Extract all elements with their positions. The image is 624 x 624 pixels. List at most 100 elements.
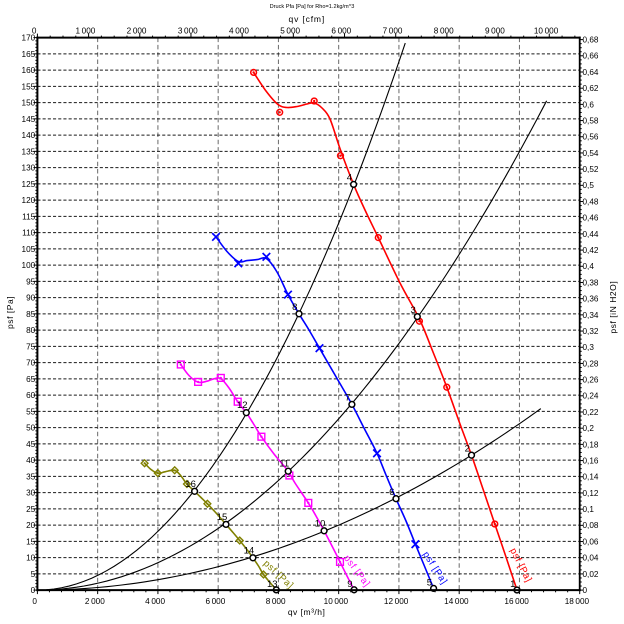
svg-text:16: 16 — [185, 479, 196, 490]
svg-text:115: 115 — [22, 212, 35, 221]
svg-text:135: 135 — [22, 147, 36, 156]
svg-text:80: 80 — [26, 326, 36, 335]
svg-text:qv [m³/h]: qv [m³/h] — [288, 607, 326, 617]
svg-text:0,12: 0,12 — [583, 489, 599, 498]
svg-text:0,14: 0,14 — [583, 473, 599, 482]
svg-text:9 000: 9 000 — [485, 27, 505, 36]
svg-text:55: 55 — [26, 407, 36, 416]
svg-text:Druck Pfa [Pa] for Rho=1.2kg/m: Druck Pfa [Pa] for Rho=1.2kg/m^3 — [270, 4, 355, 10]
svg-text:6 000: 6 000 — [331, 27, 351, 36]
svg-text:0,48: 0,48 — [583, 197, 599, 206]
svg-text:20: 20 — [26, 521, 36, 530]
svg-text:0,18: 0,18 — [583, 440, 599, 449]
svg-text:3: 3 — [410, 305, 415, 316]
svg-text:0,06: 0,06 — [583, 537, 599, 546]
svg-text:10: 10 — [26, 554, 36, 563]
svg-text:0,2: 0,2 — [583, 424, 595, 433]
svg-text:0: 0 — [31, 586, 36, 595]
svg-text:4 000: 4 000 — [145, 597, 165, 606]
svg-text:65: 65 — [26, 375, 36, 384]
svg-text:0,3: 0,3 — [583, 343, 595, 352]
svg-text:4: 4 — [347, 173, 352, 184]
svg-text:qv [cfm]: qv [cfm] — [289, 14, 326, 24]
svg-text:8 000: 8 000 — [434, 27, 454, 36]
svg-text:0,38: 0,38 — [583, 278, 599, 287]
svg-text:0,1: 0,1 — [583, 505, 595, 514]
svg-text:10 000: 10 000 — [324, 597, 349, 606]
svg-text:0,16: 0,16 — [583, 456, 599, 465]
svg-text:0,44: 0,44 — [583, 230, 599, 239]
svg-text:10: 10 — [315, 518, 326, 529]
svg-text:25: 25 — [26, 505, 36, 514]
svg-text:0,5: 0,5 — [583, 181, 595, 190]
svg-text:170: 170 — [22, 34, 36, 43]
svg-text:40: 40 — [26, 456, 36, 465]
svg-text:60: 60 — [26, 391, 36, 400]
svg-text:psf [Pa]: psf [Pa] — [5, 296, 15, 329]
svg-text:0,56: 0,56 — [583, 133, 599, 142]
svg-text:90: 90 — [26, 294, 36, 303]
svg-text:30: 30 — [26, 489, 36, 498]
svg-text:0,42: 0,42 — [583, 246, 599, 255]
svg-text:5: 5 — [31, 570, 36, 579]
svg-text:130: 130 — [22, 164, 36, 173]
svg-text:14: 14 — [244, 545, 255, 556]
svg-text:4 000: 4 000 — [229, 27, 249, 36]
svg-text:0,66: 0,66 — [583, 52, 599, 61]
svg-text:0,28: 0,28 — [583, 359, 599, 368]
svg-text:7: 7 — [345, 393, 350, 404]
svg-text:165: 165 — [22, 50, 36, 59]
svg-text:10 000: 10 000 — [534, 27, 559, 36]
svg-text:5 000: 5 000 — [280, 27, 300, 36]
svg-text:9: 9 — [347, 579, 352, 590]
svg-text:8 000: 8 000 — [266, 597, 286, 606]
svg-text:110: 110 — [22, 229, 35, 238]
svg-text:0,04: 0,04 — [583, 554, 599, 563]
svg-text:100: 100 — [22, 261, 36, 270]
svg-text:0,58: 0,58 — [583, 116, 599, 125]
svg-text:160: 160 — [22, 66, 36, 75]
svg-text:0,6: 0,6 — [583, 100, 595, 109]
svg-text:14 000: 14 000 — [444, 597, 469, 606]
svg-text:13: 13 — [267, 579, 278, 590]
svg-text:1: 1 — [510, 579, 515, 590]
svg-text:0,02: 0,02 — [583, 570, 599, 579]
svg-text:45: 45 — [26, 440, 36, 449]
svg-text:0,26: 0,26 — [583, 376, 599, 385]
svg-text:6: 6 — [389, 487, 394, 498]
svg-text:7 000: 7 000 — [383, 27, 403, 36]
svg-text:0,52: 0,52 — [583, 165, 599, 174]
svg-text:1 000: 1 000 — [75, 27, 95, 36]
svg-text:0,54: 0,54 — [583, 149, 599, 158]
svg-text:2 000: 2 000 — [85, 597, 105, 606]
svg-text:0,62: 0,62 — [583, 84, 599, 93]
svg-text:8: 8 — [292, 302, 297, 313]
svg-text:15: 15 — [217, 512, 228, 523]
svg-text:12: 12 — [237, 400, 248, 411]
svg-text:0,46: 0,46 — [583, 214, 599, 223]
svg-text:0,08: 0,08 — [583, 521, 599, 530]
svg-text:85: 85 — [26, 310, 36, 319]
svg-text:2 000: 2 000 — [127, 27, 147, 36]
svg-text:0,24: 0,24 — [583, 392, 599, 401]
svg-text:125: 125 — [22, 180, 36, 189]
svg-text:140: 140 — [22, 131, 36, 140]
svg-text:11: 11 — [279, 459, 289, 470]
svg-text:0,34: 0,34 — [583, 311, 599, 320]
svg-text:18 000: 18 000 — [565, 597, 590, 606]
svg-text:2: 2 — [465, 443, 470, 454]
svg-text:0,22: 0,22 — [583, 408, 599, 417]
svg-text:3 000: 3 000 — [178, 27, 198, 36]
svg-text:0,36: 0,36 — [583, 295, 599, 304]
svg-text:155: 155 — [22, 82, 36, 91]
svg-text:0: 0 — [583, 586, 588, 595]
svg-text:50: 50 — [26, 424, 36, 433]
svg-text:35: 35 — [26, 472, 36, 481]
svg-text:70: 70 — [26, 359, 36, 368]
svg-text:5: 5 — [427, 577, 432, 588]
svg-text:75: 75 — [26, 342, 36, 351]
svg-text:psf [iN H2O]: psf [iN H2O] — [608, 281, 618, 334]
svg-text:0: 0 — [32, 27, 37, 36]
svg-text:15: 15 — [26, 537, 36, 546]
svg-text:145: 145 — [22, 115, 36, 124]
